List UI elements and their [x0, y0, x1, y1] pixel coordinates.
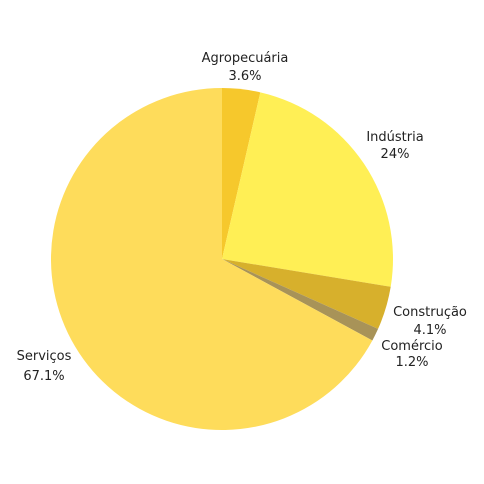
pie-slice-comercio: [222, 259, 379, 341]
pie-slice-industria: [222, 92, 393, 287]
pie-slice-construcao: [222, 259, 391, 329]
slice-value-label: 24%: [381, 147, 410, 162]
pie-labels: Agropecuária 3.6% Indústria 24% Construção 4.…: [17, 51, 467, 384]
slice-label: Comércio: [381, 339, 443, 354]
slice-label: Serviços: [17, 349, 72, 364]
slice-label: Construção: [393, 305, 467, 320]
slice-value-label: 4.1%: [413, 323, 446, 338]
pie-slices: [50, 88, 393, 430]
pie-slice-agropecuaria: [222, 88, 261, 259]
slice-label: Agropecuária: [202, 51, 289, 66]
slice-label: Indústria: [366, 130, 423, 145]
slice-value-label: 1.2%: [395, 355, 428, 370]
slice-value-label: 67.1%: [23, 369, 64, 384]
pie-slice-servicos: [50, 88, 373, 430]
slice-value-label: 3.6%: [228, 69, 261, 84]
